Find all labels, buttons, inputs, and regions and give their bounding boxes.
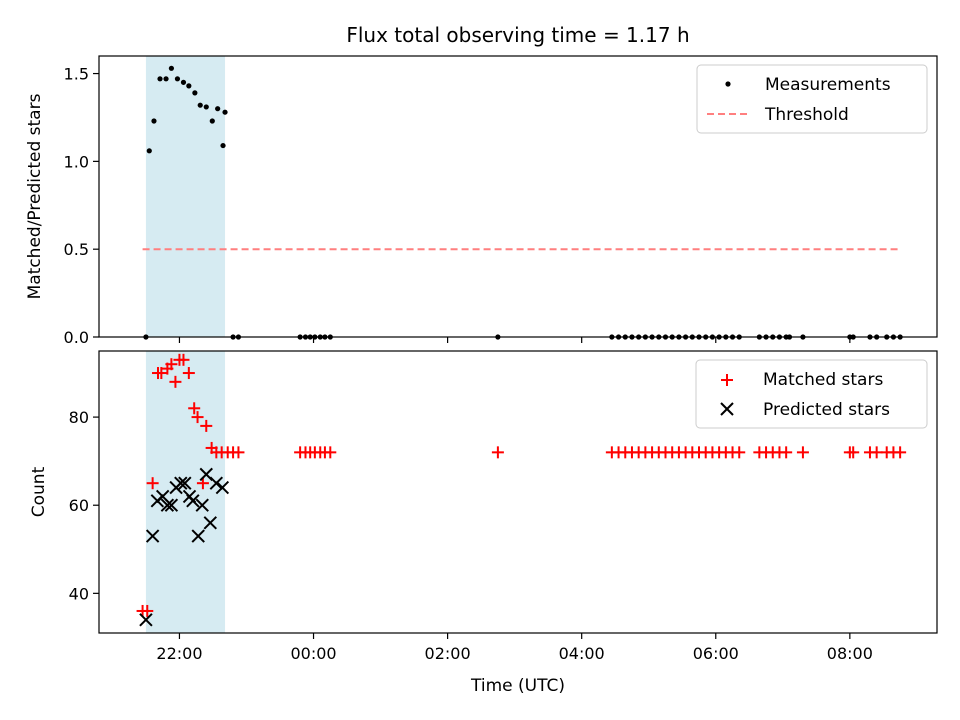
measurements-point bbox=[197, 102, 203, 108]
predicted-stars-point bbox=[203, 516, 217, 530]
measurements-point bbox=[157, 76, 163, 82]
matched-stars-point bbox=[188, 402, 201, 415]
matched-stars-point bbox=[155, 367, 168, 380]
bottom-panel: 40 60 80 22:00 00:00 02:00 04:00 06:00 08:00 Co… bbox=[29, 350, 938, 696]
predicted-stars-point bbox=[209, 476, 224, 490]
bottom-plot-frame bbox=[98, 350, 938, 634]
matched-stars-point bbox=[182, 367, 195, 380]
measurements-point bbox=[163, 76, 169, 82]
bottom-xtick-label: 22:00 bbox=[156, 644, 202, 663]
legend-measurements-label: Measurements bbox=[765, 75, 891, 95]
matched-stars-point bbox=[870, 446, 883, 459]
top-ytick-label: 1.5 bbox=[64, 65, 89, 84]
bottom-ytick-label: 80 bbox=[69, 408, 89, 427]
matched-stars-point bbox=[196, 477, 209, 490]
measurements-point bbox=[151, 118, 157, 124]
predicted-stars-point bbox=[174, 476, 188, 490]
bottom-xlabel: Time (UTC) bbox=[470, 676, 565, 696]
bottom-xtick-label: 06:00 bbox=[693, 644, 739, 663]
bottom-xtick-label: 00:00 bbox=[290, 644, 336, 663]
measurements-point bbox=[168, 65, 175, 71]
bottom-ylabel: Count bbox=[29, 466, 49, 517]
matched-stars-point bbox=[733, 446, 746, 459]
measurements-point bbox=[192, 90, 198, 96]
matched-stars-point bbox=[232, 446, 245, 459]
top-shaded-span bbox=[145, 56, 226, 337]
predicted-stars-point bbox=[215, 480, 230, 495]
matched-stars-point bbox=[894, 446, 907, 459]
legend-threshold-label: Threshold bbox=[764, 105, 849, 125]
matched-stars-point bbox=[169, 375, 182, 388]
predicted-stars-point bbox=[186, 494, 200, 508]
legend-matched-label: Matched stars bbox=[763, 370, 883, 390]
legend-predicted-label: Predicted stars bbox=[763, 400, 890, 420]
matched-stars-point bbox=[200, 419, 213, 432]
bottom-legend-box bbox=[695, 359, 928, 429]
measurements-point bbox=[220, 142, 226, 149]
measurements-point bbox=[215, 106, 221, 112]
measurements-point bbox=[146, 148, 152, 154]
top-ytick-label: 0.0 bbox=[64, 328, 89, 347]
top-legend: Measurements Threshold bbox=[696, 64, 928, 134]
predicted-stars-point bbox=[139, 613, 153, 627]
top-ytick-label: 0.5 bbox=[64, 240, 89, 259]
matched-stars-point bbox=[324, 446, 337, 459]
legend-matched-marker bbox=[721, 374, 733, 386]
predicted-stars-point bbox=[178, 476, 192, 490]
measurements-point bbox=[209, 118, 215, 124]
top-legend-box bbox=[696, 64, 928, 134]
predicted-stars-point bbox=[164, 498, 179, 512]
bottom-xtick-label: 08:00 bbox=[827, 644, 873, 663]
bottom-xtick-label: 02:00 bbox=[425, 644, 471, 663]
matched-stars-point bbox=[847, 446, 860, 459]
top-ylabel: Matched/Predicted stars bbox=[25, 93, 45, 299]
matched-stars-point bbox=[177, 353, 190, 366]
measurements-point bbox=[186, 83, 192, 89]
measurements-point bbox=[174, 76, 181, 82]
legend-measurements-marker bbox=[725, 81, 731, 87]
bottom-ytick-label: 40 bbox=[69, 584, 89, 603]
top-panel: 0.0 0.5 1.0 1.5 Matched/Predicted stars Mea… bbox=[25, 55, 938, 347]
predicted-stars-point bbox=[191, 529, 205, 543]
chart-title: Flux total observing time = 1.17 h bbox=[346, 23, 689, 47]
matched-stars-point bbox=[146, 477, 159, 490]
matched-stars-point bbox=[780, 446, 793, 459]
bottom-ytick-label: 60 bbox=[69, 496, 89, 515]
measurements-point bbox=[203, 104, 209, 110]
predicted-stars-point bbox=[160, 498, 175, 512]
measurements-point bbox=[180, 79, 187, 85]
legend-predicted-marker bbox=[720, 402, 734, 416]
matched-stars-point bbox=[796, 446, 809, 459]
matched-stars-point bbox=[491, 446, 504, 459]
predicted-stars-point bbox=[195, 498, 209, 512]
predicted-stars-point bbox=[145, 529, 160, 543]
bottom-legend: Matched stars Predicted stars bbox=[695, 359, 928, 429]
matched-stars-point bbox=[165, 358, 178, 371]
top-ytick-label: 1.0 bbox=[64, 152, 89, 171]
matched-stars-point bbox=[191, 411, 204, 424]
top-plot-frame bbox=[98, 55, 938, 338]
matched-stars-point bbox=[141, 604, 154, 617]
measurements-point bbox=[222, 109, 228, 115]
bottom-xtick-label: 04:00 bbox=[559, 644, 605, 663]
